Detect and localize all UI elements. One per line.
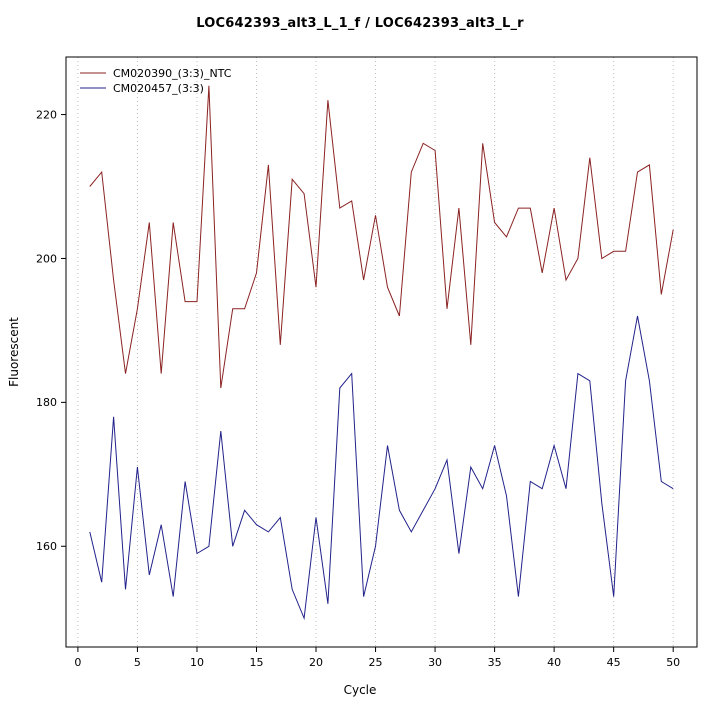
y-tick-label: 200 <box>36 252 57 265</box>
x-tick-label: 30 <box>428 656 442 669</box>
x-tick-label: 50 <box>666 656 680 669</box>
y-axis-label: Fluorescent <box>7 317 21 387</box>
x-tick-label: 45 <box>607 656 621 669</box>
series-line-1 <box>89 315 674 621</box>
plot-border <box>65 56 698 648</box>
x-tick-label: 15 <box>249 656 263 669</box>
x-tick-label: 5 <box>134 656 141 669</box>
x-tick-label: 35 <box>488 656 502 669</box>
x-tick-label: 10 <box>190 656 204 669</box>
x-axis-label: Cycle <box>343 683 377 697</box>
legend-label: CM020390_(3:3)_NTC <box>113 67 232 80</box>
legend-label: CM020457_(3:3) <box>113 82 204 95</box>
x-tick-label: 20 <box>309 656 323 669</box>
y-tick-label: 220 <box>36 108 57 121</box>
x-tick-label: 0 <box>74 656 81 669</box>
y-tick-label: 160 <box>36 540 57 553</box>
y-tick-label: 180 <box>36 396 57 409</box>
x-tick-label: 25 <box>369 656 383 669</box>
chart-title: LOC642393_alt3_L_1_f / LOC642393_alt3_L_… <box>196 16 524 31</box>
x-tick-label: 40 <box>547 656 561 669</box>
series-line-0 <box>89 85 674 389</box>
